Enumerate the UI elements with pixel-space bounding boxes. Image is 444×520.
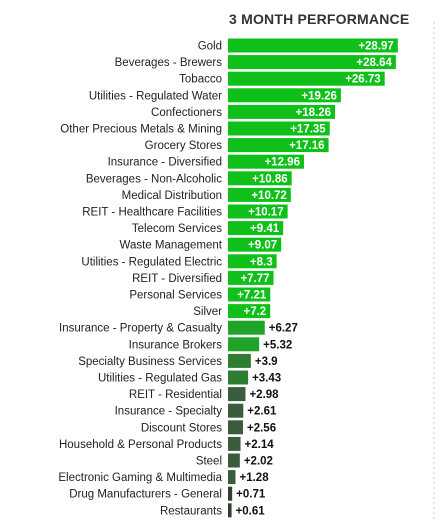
- value-label: +12.96: [264, 157, 300, 169]
- value-label: +2.56: [247, 422, 276, 434]
- bar: [228, 420, 244, 435]
- category-label: Beverages - Non-Alcoholic: [86, 173, 222, 185]
- value-label: +18.26: [296, 107, 332, 119]
- value-label: +10.86: [252, 173, 288, 185]
- bar: [228, 320, 265, 335]
- category-label: Gold: [198, 41, 222, 53]
- bar: [228, 121, 330, 136]
- value-label: +0.61: [236, 505, 266, 517]
- bar: [228, 486, 233, 501]
- value-label: +17.16: [289, 140, 325, 152]
- category-label: Confectioners: [151, 107, 222, 119]
- category-label: Personal Services: [129, 290, 222, 302]
- category-label: Drug Manufacturers - General: [69, 489, 222, 501]
- bar: [228, 154, 304, 169]
- bar: [228, 337, 260, 352]
- value-label: +2.61: [247, 406, 277, 418]
- category-label: Discount Stores: [141, 422, 222, 434]
- value-label: +0.71: [236, 489, 266, 501]
- bar: [228, 453, 240, 468]
- value-label: +7.21: [237, 290, 267, 302]
- category-label: Household & Personal Products: [59, 439, 222, 451]
- category-label: Utilities - Regulated Electric: [81, 256, 222, 268]
- value-label: +28.64: [356, 57, 392, 69]
- bar: [228, 353, 251, 368]
- category-label: Beverages - Brewers: [115, 57, 223, 69]
- bar: [228, 503, 232, 518]
- value-label: +5.32: [263, 339, 292, 351]
- value-label: +1.28: [240, 472, 270, 484]
- value-label: +9.41: [250, 223, 280, 235]
- bar: [228, 254, 277, 269]
- bar: [228, 304, 271, 319]
- value-label: +19.26: [301, 90, 337, 102]
- bar: [228, 187, 291, 202]
- bar: [228, 287, 271, 302]
- category-label: Steel: [196, 456, 222, 468]
- category-label: Insurance - Specialty: [115, 406, 223, 418]
- bar: [228, 71, 385, 86]
- value-label: +9.07: [248, 240, 277, 252]
- value-label: +6.27: [269, 323, 298, 335]
- bar: [228, 237, 282, 252]
- bar: [228, 38, 398, 53]
- category-label: Restaurants: [160, 505, 222, 517]
- bar: [228, 403, 244, 418]
- category-label: REIT - Residential: [129, 389, 222, 401]
- value-label: +28.97: [358, 41, 394, 53]
- bar: [228, 204, 288, 219]
- value-label: +26.73: [345, 74, 381, 86]
- category-label: Utilities - Regulated Water: [89, 90, 222, 102]
- value-label: +7.77: [240, 273, 269, 285]
- value-label: +3.43: [252, 373, 281, 385]
- category-label: Grocery Stores: [145, 140, 223, 152]
- category-label: REIT - Healthcare Facilities: [82, 207, 222, 219]
- bar: [228, 104, 336, 119]
- bar: [228, 270, 274, 285]
- category-label: Insurance - Property & Casualty: [59, 323, 222, 335]
- bar: [228, 138, 329, 153]
- bar: [228, 171, 292, 186]
- category-label: Tobacco: [179, 74, 222, 86]
- value-label: +2.98: [249, 389, 279, 401]
- value-label: +2.14: [245, 439, 275, 451]
- category-label: Insurance Brokers: [129, 339, 223, 351]
- category-label: Medical Distribution: [122, 190, 222, 202]
- category-label: Telecom Services: [132, 223, 222, 235]
- category-label: REIT - Diversified: [132, 273, 222, 285]
- value-label: +17.35: [290, 124, 326, 136]
- value-label: +8.3: [250, 256, 273, 268]
- bar: [228, 387, 246, 402]
- category-label: Specialty Business Services: [78, 356, 222, 368]
- category-label: Insurance - Diversified: [108, 157, 222, 169]
- category-label: Waste Management: [120, 240, 223, 252]
- chart-title: 3 MONTH PERFORMANCE: [229, 11, 410, 27]
- value-label: +7.2: [244, 306, 267, 318]
- bar: [228, 88, 341, 103]
- bar: [228, 55, 396, 70]
- value-label: +2.02: [244, 456, 273, 468]
- category-label: Electronic Gaming & Multimedia: [58, 472, 222, 484]
- category-label: Other Precious Metals & Mining: [60, 124, 222, 136]
- bars-layer: Gold +28.97 Beverages - Brewers +28.64 Tobac…: [58, 38, 398, 518]
- category-label: Utilities - Regulated Gas: [98, 373, 222, 385]
- bar: [228, 436, 241, 451]
- bar: [228, 470, 236, 485]
- category-label: Silver: [193, 306, 222, 318]
- bar: [228, 221, 284, 236]
- value-label: +10.72: [251, 190, 287, 202]
- value-label: +10.17: [248, 207, 284, 219]
- value-label: +3.9: [255, 356, 278, 368]
- bar: [228, 370, 249, 385]
